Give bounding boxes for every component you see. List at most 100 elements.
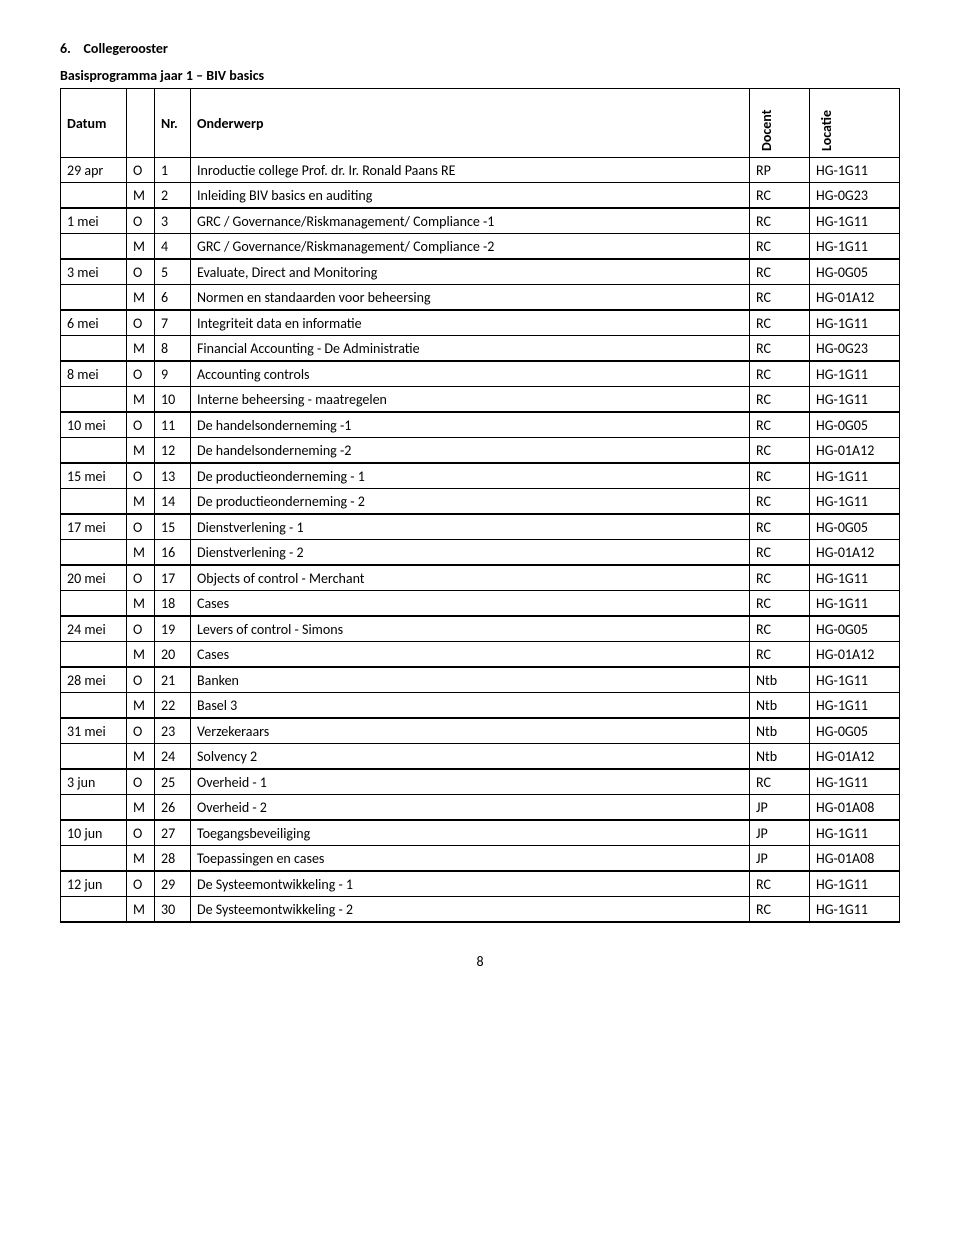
cell-om: M [127,795,155,821]
cell-nr: 4 [155,234,191,260]
table-row: 10 junO27ToegangsbeveiligingJPHG-1G11 [61,820,900,846]
cell-om: O [127,616,155,642]
cell-docent: RC [750,412,810,438]
table-row: 10 meiO11De handelsonderneming -1RCHG-0G… [61,412,900,438]
cell-om: O [127,565,155,591]
cell-location: HG-01A12 [810,540,900,566]
cell-subject: Basel 3 [191,693,750,719]
table-row: M18CasesRCHG-1G11 [61,591,900,617]
cell-om: O [127,667,155,693]
col-docent: Docent [750,89,810,158]
cell-docent: RC [750,489,810,515]
cell-subject: Normen en standaarden voor beheersing [191,285,750,311]
cell-docent: Ntb [750,718,810,744]
col-locatie: Locatie [810,89,900,158]
cell-om: O [127,514,155,540]
cell-location: HG-1G11 [810,310,900,336]
cell-nr: 29 [155,871,191,897]
cell-nr: 15 [155,514,191,540]
cell-location: HG-01A12 [810,438,900,464]
cell-docent: RC [750,234,810,260]
cell-location: HG-0G05 [810,616,900,642]
col-nr: Nr. [155,89,191,158]
cell-date: 28 mei [61,667,127,693]
cell-docent: JP [750,820,810,846]
cell-date [61,744,127,770]
cell-docent: Ntb [750,744,810,770]
cell-om: M [127,642,155,668]
cell-location: HG-01A12 [810,642,900,668]
cell-subject: Cases [191,591,750,617]
heading-title: Collegerooster [84,40,168,57]
cell-om: M [127,489,155,515]
cell-nr: 7 [155,310,191,336]
table-row: M24Solvency 2NtbHG-01A12 [61,744,900,770]
cell-nr: 13 [155,463,191,489]
cell-nr: 11 [155,412,191,438]
cell-subject: Integriteit data en informatie [191,310,750,336]
col-date: Datum [61,89,127,158]
cell-om: O [127,463,155,489]
cell-nr: 14 [155,489,191,515]
cell-date: 8 mei [61,361,127,387]
cell-nr: 30 [155,897,191,923]
cell-om: M [127,285,155,311]
cell-location: HG-1G11 [810,591,900,617]
cell-date: 3 jun [61,769,127,795]
cell-subject: De handelsonderneming -1 [191,412,750,438]
cell-docent: RC [750,361,810,387]
cell-date [61,234,127,260]
cell-docent: RC [750,642,810,668]
cell-docent: RC [750,438,810,464]
cell-date: 29 apr [61,158,127,183]
cell-docent: RC [750,565,810,591]
cell-location: HG-1G11 [810,693,900,719]
cell-nr: 12 [155,438,191,464]
cell-docent: RC [750,616,810,642]
cell-location: HG-01A08 [810,846,900,872]
cell-subject: Inleiding BIV basics en auditing [191,183,750,209]
cell-date: 3 mei [61,259,127,285]
cell-nr: 23 [155,718,191,744]
subheading: Basisprogramma jaar 1 – BIV basics [60,67,900,84]
cell-docent: RC [750,871,810,897]
cell-location: HG-1G11 [810,463,900,489]
cell-date: 17 mei [61,514,127,540]
cell-subject: De Systeemontwikkeling - 2 [191,897,750,923]
cell-location: HG-1G11 [810,769,900,795]
table-row: M8Financial Accounting - De Administrati… [61,336,900,362]
table-row: M6Normen en standaarden voor beheersingR… [61,285,900,311]
cell-docent: RC [750,591,810,617]
cell-subject: GRC / Governance/Riskmanagement/ Complia… [191,208,750,234]
cell-docent: RC [750,183,810,209]
cell-date [61,591,127,617]
cell-location: HG-0G05 [810,514,900,540]
table-row: M4GRC / Governance/Riskmanagement/ Compl… [61,234,900,260]
cell-om: O [127,158,155,183]
cell-subject: De productieonderneming - 1 [191,463,750,489]
cell-docent: RC [750,285,810,311]
cell-subject: Solvency 2 [191,744,750,770]
cell-date [61,285,127,311]
cell-om: M [127,846,155,872]
table-header-row: Datum Nr. Onderwerp Docent Locatie [61,89,900,158]
cell-nr: 19 [155,616,191,642]
cell-location: HG-1G11 [810,361,900,387]
cell-om: M [127,540,155,566]
cell-date [61,183,127,209]
cell-nr: 8 [155,336,191,362]
cell-om: M [127,234,155,260]
cell-om: O [127,310,155,336]
cell-subject: Cases [191,642,750,668]
cell-docent: RC [750,540,810,566]
cell-location: HG-0G23 [810,336,900,362]
cell-subject: Overheid - 1 [191,769,750,795]
cell-om: M [127,387,155,413]
table-row: 3 meiO5Evaluate, Direct and MonitoringRC… [61,259,900,285]
table-row: 17 meiO15Dienstverlening - 1RCHG-0G05 [61,514,900,540]
cell-nr: 3 [155,208,191,234]
cell-docent: JP [750,846,810,872]
table-row: 12 junO29De Systeemontwikkeling - 1RCHG-… [61,871,900,897]
cell-location: HG-1G11 [810,234,900,260]
cell-nr: 21 [155,667,191,693]
